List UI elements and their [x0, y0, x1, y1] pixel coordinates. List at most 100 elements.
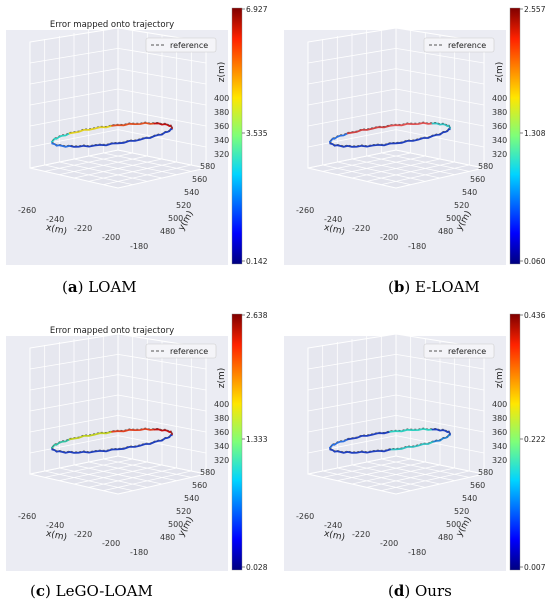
chart-panel: Error mapped onto trajectory 320 340 360 380…	[0, 0, 272, 300]
legend-entry: reference	[170, 41, 208, 50]
x-tick-label: -260	[296, 512, 314, 521]
trajectory-segment	[68, 448, 113, 454]
legend: reference	[423, 343, 495, 359]
trajectory-segment	[51, 140, 71, 148]
trajectory-segment	[329, 140, 349, 148]
colorbar	[231, 313, 243, 571]
panel-caption-text: E-LOAM	[414, 278, 480, 296]
y-tick-label: 580	[478, 162, 493, 171]
z-tick-label: 360	[214, 122, 229, 131]
trajectory-segment	[329, 446, 349, 454]
z-axis-label: z(m)	[217, 368, 227, 389]
trajectory-segment	[329, 438, 349, 449]
legend-entry: reference	[448, 347, 486, 356]
panel-label: d	[393, 582, 405, 600]
x-tick-label: -180	[408, 242, 426, 251]
x-tick-label: -240	[46, 521, 64, 530]
grid-lines	[307, 27, 485, 186]
legend-entry: reference	[448, 41, 486, 50]
z-tick-label: 400	[492, 400, 507, 409]
z-tick-label: 380	[214, 414, 229, 423]
colorbar-max-label: 2.557	[524, 5, 546, 14]
grid-lines	[29, 27, 207, 186]
y-tick-label: 540	[184, 494, 199, 503]
z-tick-label: 400	[214, 400, 229, 409]
z-tick-label: 360	[214, 428, 229, 437]
y-tick-label: 480	[160, 227, 175, 236]
trajectory-segment	[389, 441, 434, 451]
colorbar-min-label: 0.142	[246, 257, 268, 266]
trajectory	[51, 427, 173, 454]
reference-line	[329, 121, 451, 147]
z-axis-label: z(m)	[495, 368, 505, 389]
x-tick-label: -180	[130, 548, 148, 557]
trajectory-segment	[431, 126, 451, 137]
colorbar-min-label: 0.028	[246, 563, 268, 572]
z-tick-label: 360	[492, 122, 507, 131]
y-tick-label: 560	[192, 481, 207, 490]
trajectory	[329, 427, 451, 454]
z-tick-label: 380	[492, 108, 507, 117]
trajectory-segment	[111, 135, 156, 145]
x-tick-label: -200	[380, 539, 398, 548]
z-tick-label: 340	[492, 442, 507, 451]
trajectory-segment	[346, 142, 391, 148]
y-tick-label: 560	[192, 175, 207, 184]
z-axis-label: z(m)	[495, 62, 505, 83]
colorbar	[509, 7, 521, 265]
x-axis-label: x(m)	[45, 529, 68, 543]
trajectory-segment	[389, 427, 434, 433]
legend: reference	[145, 37, 217, 53]
legend-entry: reference	[170, 347, 208, 356]
y-tick-label: 500	[446, 520, 461, 529]
x-tick-label: -260	[296, 206, 314, 215]
legend: reference	[423, 37, 495, 53]
panel-caption: (a) LOAM	[62, 278, 137, 296]
trajectory-segment	[68, 124, 113, 135]
trajectory-segment	[153, 428, 173, 435]
colorbar-mid-label: 3.535	[246, 129, 268, 138]
colorbar-max-label: 0.436	[524, 311, 546, 320]
grid-lines	[307, 333, 485, 492]
x-tick-label: -200	[102, 539, 120, 548]
x-tick-label: -200	[380, 233, 398, 242]
colorbar-min-label: 0.060	[524, 257, 546, 266]
legend: reference	[145, 343, 217, 359]
trajectory-segment	[111, 121, 156, 127]
z-tick-label: 320	[214, 150, 229, 159]
trajectory	[51, 121, 173, 148]
z-tick-label: 340	[492, 136, 507, 145]
x-axis-label: x(m)	[323, 529, 346, 543]
x-axis-label: x(m)	[45, 223, 68, 237]
chart-svg: Error mapped onto trajectory 320 340 360 380…	[6, 311, 268, 572]
trajectory-segment	[111, 427, 156, 433]
trajectory-segment	[51, 446, 71, 454]
trajectory-segment	[68, 142, 113, 148]
panel-caption: (b) E-LOAM	[388, 278, 480, 296]
trajectory-segment	[329, 132, 349, 143]
trajectory-segment	[153, 432, 173, 443]
reference-line	[51, 427, 173, 453]
trajectory-segment	[153, 122, 173, 129]
z-tick-label: 360	[492, 428, 507, 437]
reference-line	[51, 121, 173, 147]
chart-svg: Error mapped onto trajectory 320 340 360 380…	[6, 5, 268, 266]
trajectory-segment	[389, 135, 434, 145]
chart-title: Error mapped onto trajectory	[50, 20, 174, 30]
y-tick-label: 480	[160, 533, 175, 542]
z-tick-label: 380	[214, 108, 229, 117]
panel-caption: (c) LeGO-LOAM	[30, 582, 153, 600]
chart-svg: 320340360380400z(m)480500520540560580y(m…	[284, 311, 546, 572]
z-tick-label: 400	[492, 94, 507, 103]
chart-panel: 320 340 360 380 400 z(m) 480 500 520 540 560 580 y(m…	[278, 306, 550, 606]
y-tick-label: 500	[168, 214, 183, 223]
panel-label: b	[393, 278, 405, 296]
chart-title: Error mapped onto trajectory	[50, 326, 174, 336]
y-tick-label: 560	[470, 481, 485, 490]
z-tick-label: 340	[214, 136, 229, 145]
panel-caption-text: LeGO-LOAM	[55, 582, 153, 600]
trajectory-segment	[389, 121, 434, 127]
z-tick-label: 320	[492, 150, 507, 159]
chart-panel: Error mapped onto trajectory 320 340 360 380…	[0, 306, 272, 606]
trajectory-segment	[346, 124, 391, 135]
